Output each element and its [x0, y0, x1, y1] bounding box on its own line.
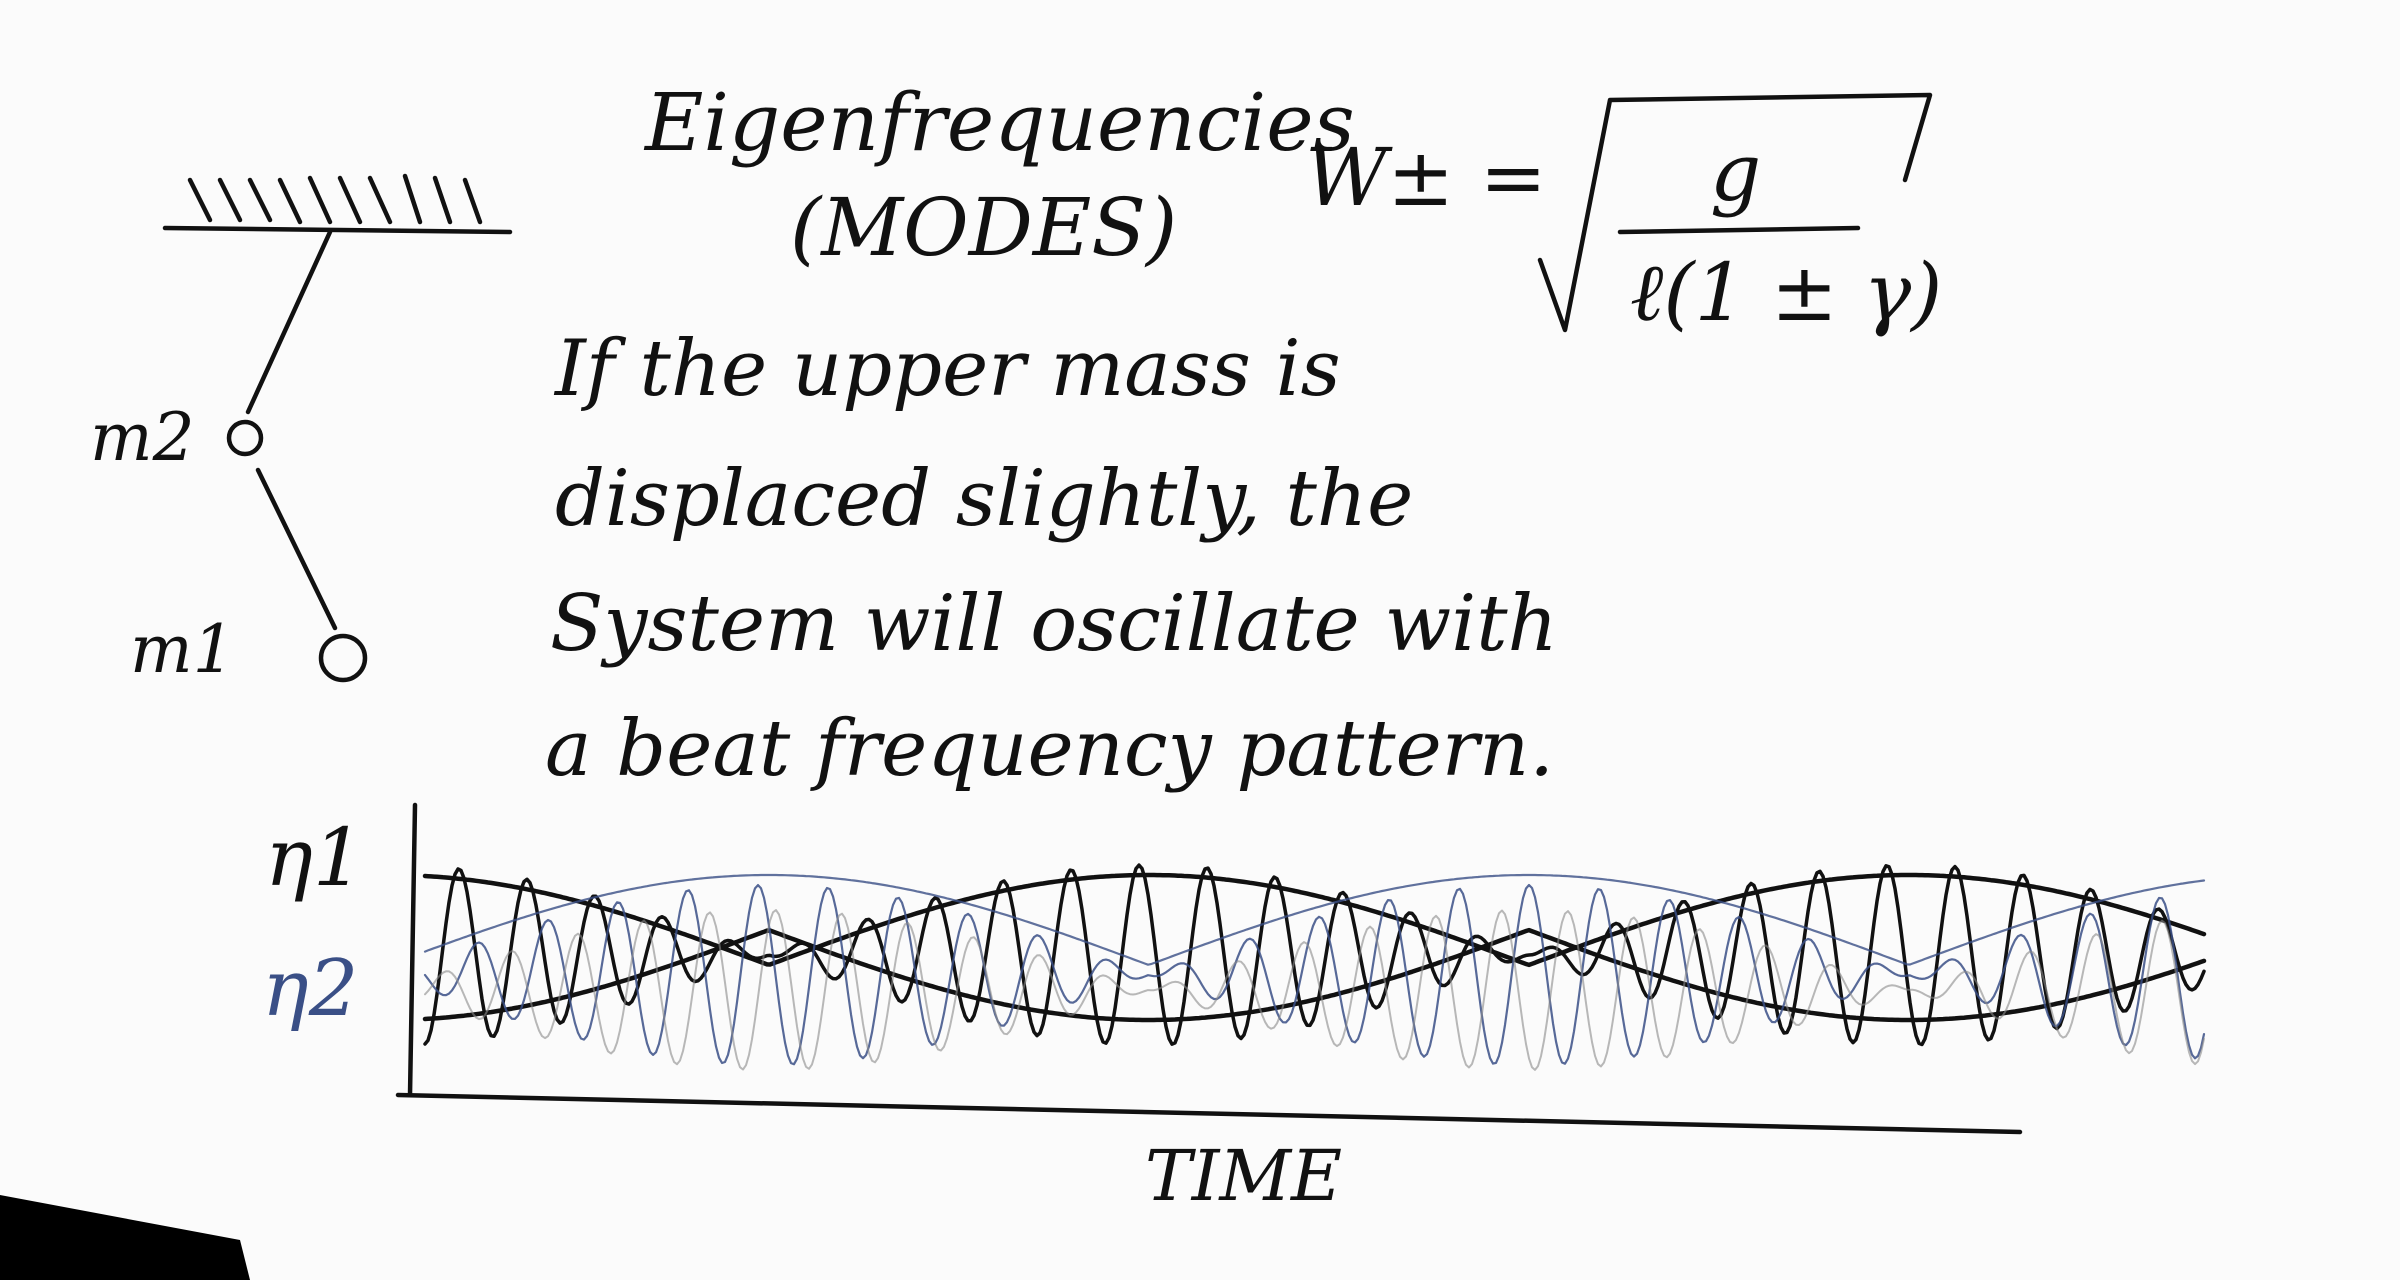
description-line-4: a beat frequency pattern.	[545, 704, 1554, 794]
lower-mass-label: m1	[130, 611, 235, 688]
y-label-eta2: η2	[262, 944, 358, 1034]
formula-lhs: W± =	[1305, 131, 1547, 224]
x-axis-label: TIME	[1145, 1135, 1342, 1217]
ceiling-hatching	[187, 173, 483, 225]
fraction-bar	[1617, 225, 1861, 235]
upper-string	[245, 229, 333, 415]
formula-denominator: ℓ(1 ± γ)	[1630, 246, 1942, 339]
lower-mass-bob	[318, 633, 368, 683]
title-line-1: Eigenfrequencies	[643, 76, 1355, 169]
eta2-envelope-upper	[423, 873, 2206, 966]
description-line-1: If the upper mass is	[553, 324, 1341, 414]
upper-mass-label: m2	[90, 399, 195, 476]
eta1-envelope-lower	[422, 927, 2207, 1023]
lower-string	[255, 467, 338, 631]
ceiling-line	[162, 225, 513, 235]
x-axis	[395, 1092, 2023, 1135]
formula-numerator: g	[1710, 126, 1761, 219]
corner-shadow	[0, 1195, 250, 1280]
upper-mass-bob	[226, 419, 264, 457]
description-line-2: displaced slightly, the	[555, 454, 1413, 544]
beat-plot	[395, 802, 2207, 1135]
faint-trace	[424, 909, 2205, 1071]
radical-sign	[1537, 92, 1933, 333]
double-pendulum-diagram	[162, 173, 513, 683]
description-line-3: System will oscillate with	[550, 579, 1558, 669]
beat-curves	[422, 863, 2207, 1071]
title-line-2: (MODES)	[790, 181, 1177, 274]
y-axis	[407, 802, 418, 1098]
y-label-eta1: η1	[265, 811, 364, 904]
eta1-oscillation	[423, 863, 2206, 1047]
eta2-oscillation	[423, 883, 2206, 1066]
